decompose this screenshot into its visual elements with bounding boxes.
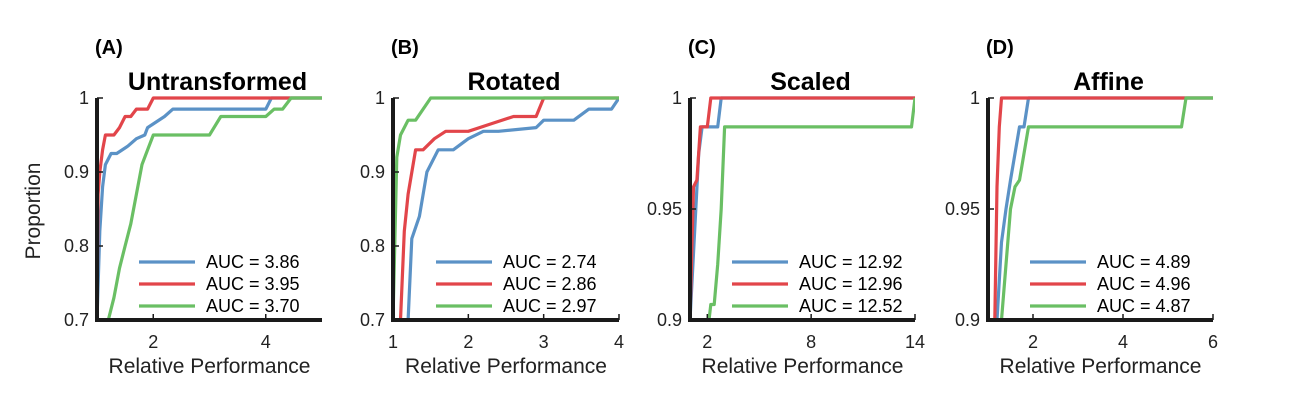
panel-title: Untransformed: [128, 68, 307, 96]
y-tick-label: 0.9: [64, 162, 89, 182]
legend-label: AUC = 3.95: [206, 274, 300, 294]
legend-label: AUC = 3.86: [206, 252, 300, 272]
x-tick-label: 2: [1028, 332, 1038, 352]
series-lines: [988, 96, 1213, 320]
series-lines: [690, 96, 915, 320]
y-tick-label: 0.7: [64, 310, 89, 330]
x-tick-label: 2: [702, 332, 712, 352]
legend-label: AUC = 4.87: [1097, 296, 1191, 316]
y-tick-label: 0.9: [360, 162, 385, 182]
x-tick-label: 3: [539, 332, 549, 352]
series-line-3: [988, 96, 1213, 320]
series-line-3: [97, 96, 322, 320]
panel-4: 0.9 0.95 1 2 4 6 (D) Affine Relative Performance…: [945, 37, 1218, 378]
legend-label: AUC = 3.70: [206, 296, 300, 316]
series-line-2: [988, 96, 1213, 320]
panel-letter: (B): [391, 37, 419, 59]
y-tick-label: 0.95: [945, 199, 980, 219]
legend-label: AUC = 2.97: [503, 296, 597, 316]
x-tick-label: 4: [614, 332, 624, 352]
y-tick-label: 0.9: [657, 310, 682, 330]
panel-letter: (A): [95, 37, 123, 59]
y-tick-label: 1: [672, 88, 682, 108]
x-tick-label: 8: [806, 332, 816, 352]
series-line-3: [393, 96, 619, 320]
y-tick-label: 0.9: [955, 310, 980, 330]
x-tick-label: 6: [1208, 332, 1218, 352]
series-line-2: [393, 96, 619, 320]
panel-letter: (D): [986, 37, 1014, 59]
legend-label: AUC = 2.74: [503, 252, 597, 272]
legend-label: AUC = 2.86: [503, 274, 597, 294]
x-tick-label: 2: [148, 332, 158, 352]
y-tick-label: 0.95: [647, 199, 682, 219]
y-tick-label: 1: [79, 88, 89, 108]
legend-label: AUC = 4.89: [1097, 252, 1191, 272]
series-line-2: [97, 96, 322, 320]
x-tick-label: 4: [1118, 332, 1128, 352]
panel-title: Affine: [1073, 68, 1144, 96]
panel-title: Rotated: [467, 68, 560, 96]
y-axis-label: Proportion: [22, 163, 45, 260]
x-axis-label: Relative Performance: [1000, 355, 1202, 378]
legend-label: AUC = 4.96: [1097, 274, 1191, 294]
legend-label: AUC = 12.96: [799, 274, 903, 294]
x-tick-label: 14: [905, 332, 925, 352]
series-line-1: [97, 96, 322, 320]
y-tick-label: 0.8: [360, 236, 385, 256]
x-axis-label: Relative Performance: [405, 355, 607, 378]
x-tick-label: 1: [388, 332, 398, 352]
panel-1: 0.7 0.8 0.9 1 2 4 (A)Untransformed Relative Per…: [22, 37, 322, 378]
y-tick-label: 1: [375, 88, 385, 108]
y-tick-label: 1: [970, 88, 980, 108]
y-tick-label: 0.7: [360, 310, 385, 330]
series-line-1: [393, 97, 619, 320]
y-tick-label: 0.8: [64, 236, 89, 256]
panel-letter: (C): [688, 37, 716, 59]
series-line-3: [690, 97, 915, 320]
panel-title: Scaled: [770, 68, 851, 96]
series-lines: [393, 96, 619, 320]
legend-label: AUC = 12.52: [799, 296, 903, 316]
panel-2: 0.7 0.8 0.9 1 1 2 3 4 (B) Rotated Relative Perform…: [360, 37, 624, 378]
panel-3: 0.9 0.95 1 2 8 14 (C) Scaled Relative Performanc…: [647, 37, 925, 378]
series-lines: [97, 96, 322, 320]
x-tick-label: 4: [261, 332, 271, 352]
series-line-2: [690, 96, 915, 320]
x-axis-label: Relative Performance: [702, 355, 904, 378]
legend-label: AUC = 12.92: [799, 252, 903, 272]
x-axis-label: Relative Performance: [109, 355, 311, 378]
x-tick-label: 2: [463, 332, 473, 352]
